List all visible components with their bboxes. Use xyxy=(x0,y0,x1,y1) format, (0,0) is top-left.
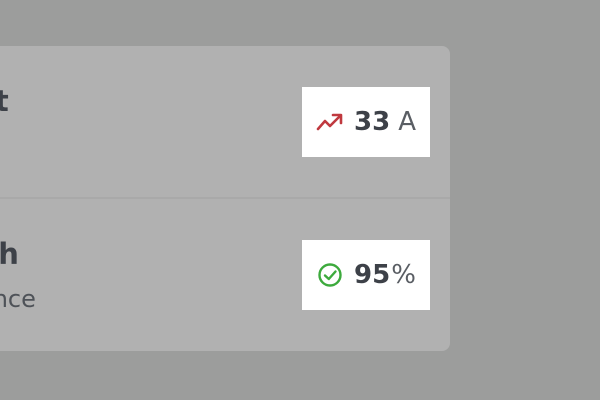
metric-value: 95 xyxy=(354,260,391,290)
metric-title: lth xyxy=(0,237,20,271)
metric-value-box: 95 % xyxy=(302,240,430,310)
metric-value: 33 xyxy=(354,107,391,137)
metric-row-health[interactable]: lth ance 95 % xyxy=(0,199,450,349)
check-circle-icon xyxy=(316,261,344,289)
metrics-card: nt 33 A lth ance 95 % xyxy=(0,46,450,351)
metric-value-box: 33 A xyxy=(302,87,430,157)
metric-row-current[interactable]: nt 33 A xyxy=(0,46,450,196)
trending-up-icon xyxy=(316,108,344,136)
metric-unit: A xyxy=(398,107,416,137)
row-divider xyxy=(0,197,450,199)
metric-subtitle: ance xyxy=(0,285,36,313)
metric-title: nt xyxy=(0,84,9,118)
metric-unit: % xyxy=(391,260,416,290)
